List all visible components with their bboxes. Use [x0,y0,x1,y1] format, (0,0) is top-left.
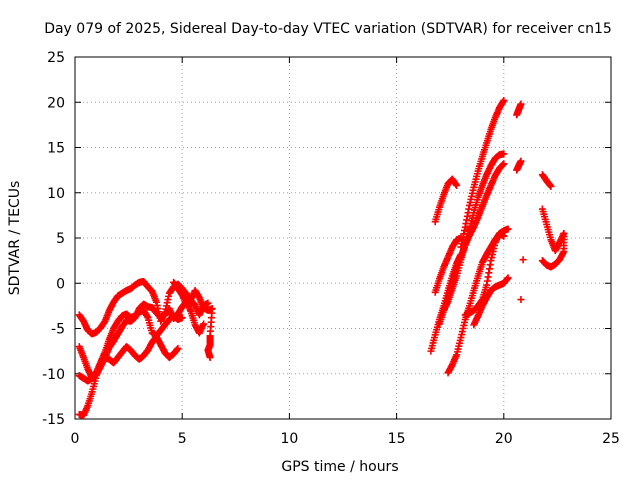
series-track-10 [440,150,508,314]
data-point [500,232,508,240]
data-point [504,274,512,282]
y-tick-label: 25 [47,50,65,66]
y-tick-label: 20 [47,95,65,111]
data-point [500,96,508,104]
x-tick-label: 25 [602,431,620,447]
y-tick-label: -5 [51,322,65,338]
chart-title: Day 079 of 2025, Sidereal Day-to-day VTE… [44,21,612,37]
series-track-15 [513,100,527,304]
data-point [517,157,525,165]
series-track-1 [75,333,182,419]
y-axis-label: SDTVAR / TECUs [7,181,23,296]
data-point [504,225,512,233]
x-tick-label: 10 [280,431,298,447]
series-track-12 [457,96,508,251]
data-point [560,229,568,237]
y-tick-label: 15 [47,141,65,157]
series-track-14 [470,274,512,329]
axis-ticks: 0 5 10 15 20 25 -15 -10 -5 0 5 10 15 20 25 [42,50,620,447]
data-point [174,344,182,352]
series-track-7 [431,234,465,296]
data-point [500,160,508,168]
x-axis-label: GPS time / hours [281,459,398,475]
y-tick-label: 5 [56,231,65,247]
y-tick-label: -15 [42,412,65,428]
y-tick-label: 10 [47,186,65,202]
series-track-5 [170,278,216,361]
series-track-13 [461,229,508,319]
x-tick-label: 20 [495,431,513,447]
y-tick-label: -10 [42,367,65,383]
data-points [75,96,568,419]
series-track-6 [431,175,461,226]
x-tick-label: 5 [178,431,187,447]
data-point [200,320,208,328]
data-point [204,299,212,307]
data-point [500,150,508,158]
data-point [453,182,461,190]
y-tick-label: 0 [56,276,65,292]
x-tick-label: 0 [71,431,80,447]
grid-lines [75,57,611,419]
data-point [517,296,525,304]
series-track-17 [538,229,568,271]
series-track-3 [75,297,208,382]
data-point [547,182,555,190]
series-track-16 [538,171,568,255]
data-point [517,100,525,108]
data-point [206,353,214,361]
data-point [519,256,527,264]
x-tick-label: 15 [388,431,406,447]
data-point [178,314,186,322]
